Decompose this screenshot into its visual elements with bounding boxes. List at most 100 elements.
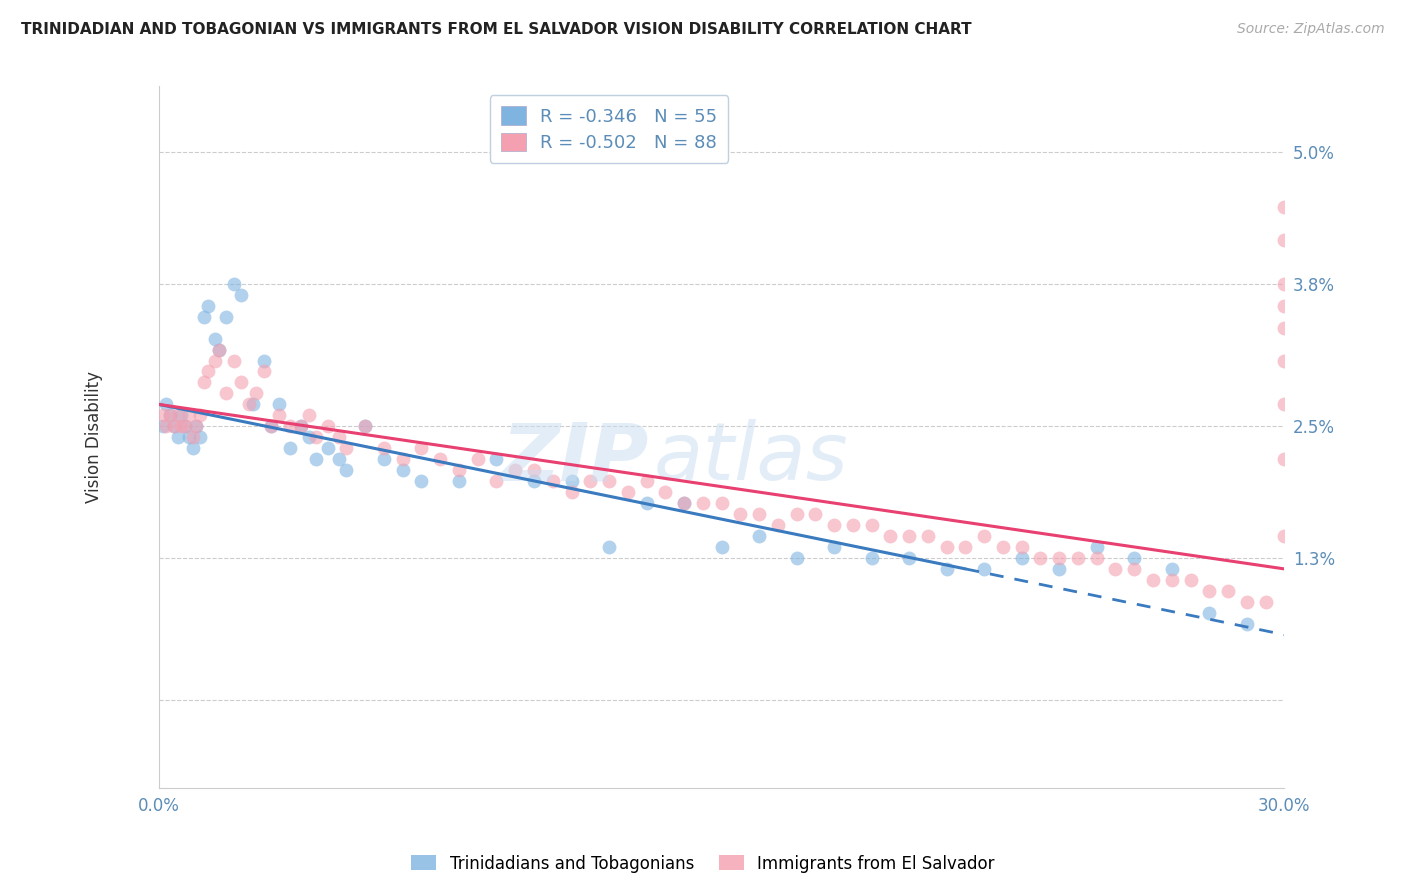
Point <box>1272 397 1295 411</box>
Point <box>467 452 489 467</box>
Point <box>152 419 174 434</box>
Point <box>215 310 238 324</box>
Point <box>786 550 808 565</box>
Point <box>152 409 174 423</box>
Point <box>860 550 883 565</box>
Point <box>260 419 283 434</box>
Point <box>804 507 827 521</box>
Point <box>1272 200 1295 214</box>
Point <box>1272 277 1295 291</box>
Point <box>193 310 215 324</box>
Point <box>222 353 245 368</box>
Point <box>447 463 470 477</box>
Point <box>1198 583 1220 598</box>
Legend: Trinidadians and Tobagonians, Immigrants from El Salvador: Trinidadians and Tobagonians, Immigrants… <box>405 848 1001 880</box>
Point <box>1272 320 1295 334</box>
Point <box>1272 452 1295 467</box>
Point <box>710 540 733 554</box>
Point <box>898 550 921 565</box>
Point <box>290 419 312 434</box>
Point <box>991 540 1014 554</box>
Point <box>598 474 620 488</box>
Point <box>823 518 845 533</box>
Point <box>181 442 204 456</box>
Point <box>935 562 957 576</box>
Point <box>174 419 197 434</box>
Point <box>636 474 658 488</box>
Point <box>208 343 231 357</box>
Point <box>354 419 377 434</box>
Legend: R = -0.346   N = 55, R = -0.502   N = 88: R = -0.346 N = 55, R = -0.502 N = 88 <box>489 95 728 163</box>
Point <box>429 452 451 467</box>
Point <box>748 529 770 543</box>
Point <box>1254 595 1277 609</box>
Point <box>541 474 564 488</box>
Point <box>1085 540 1108 554</box>
Point <box>786 507 808 521</box>
Point <box>447 474 470 488</box>
Point <box>278 419 301 434</box>
Point <box>748 507 770 521</box>
Point <box>328 430 350 444</box>
Point <box>163 419 186 434</box>
Text: atlas: atlas <box>654 419 849 498</box>
Point <box>1272 353 1295 368</box>
Point <box>1160 573 1182 587</box>
Point <box>1236 595 1258 609</box>
Point <box>335 442 357 456</box>
Point <box>316 419 339 434</box>
Point <box>166 430 188 444</box>
Point <box>242 397 264 411</box>
Point <box>391 452 413 467</box>
Point <box>973 529 995 543</box>
Point <box>1123 550 1146 565</box>
Point <box>253 353 276 368</box>
Point <box>692 496 714 510</box>
Point <box>231 376 253 390</box>
Point <box>917 529 939 543</box>
Point <box>170 419 193 434</box>
Point <box>155 419 177 434</box>
Point <box>1272 233 1295 247</box>
Point <box>860 518 883 533</box>
Point <box>1085 550 1108 565</box>
Point <box>1198 606 1220 620</box>
Point <box>523 474 546 488</box>
Point <box>155 397 177 411</box>
Point <box>316 442 339 456</box>
Point <box>197 299 219 313</box>
Point <box>1236 616 1258 631</box>
Point <box>163 419 186 434</box>
Point <box>636 496 658 510</box>
Point <box>208 343 231 357</box>
Point <box>560 485 582 500</box>
Point <box>197 364 219 378</box>
Point <box>485 474 508 488</box>
Point <box>617 485 640 500</box>
Point <box>898 529 921 543</box>
Point <box>328 452 350 467</box>
Point <box>177 409 200 423</box>
Text: Source: ZipAtlas.com: Source: ZipAtlas.com <box>1237 22 1385 37</box>
Point <box>188 430 211 444</box>
Point <box>391 463 413 477</box>
Point <box>1067 550 1090 565</box>
Text: TRINIDADIAN AND TOBAGONIAN VS IMMIGRANTS FROM EL SALVADOR VISION DISABILITY CORR: TRINIDADIAN AND TOBAGONIAN VS IMMIGRANTS… <box>21 22 972 37</box>
Point <box>373 442 395 456</box>
Point <box>267 409 290 423</box>
Point <box>267 397 290 411</box>
Point <box>1123 562 1146 576</box>
Point <box>260 419 283 434</box>
Point <box>215 386 238 401</box>
Point <box>298 430 321 444</box>
Point <box>290 419 312 434</box>
Point <box>766 518 789 533</box>
Point <box>1272 299 1295 313</box>
Point <box>193 376 215 390</box>
Point <box>222 277 245 291</box>
Point <box>305 452 328 467</box>
Point <box>1142 573 1164 587</box>
Point <box>973 562 995 576</box>
Point <box>1104 562 1126 576</box>
Point <box>354 419 377 434</box>
